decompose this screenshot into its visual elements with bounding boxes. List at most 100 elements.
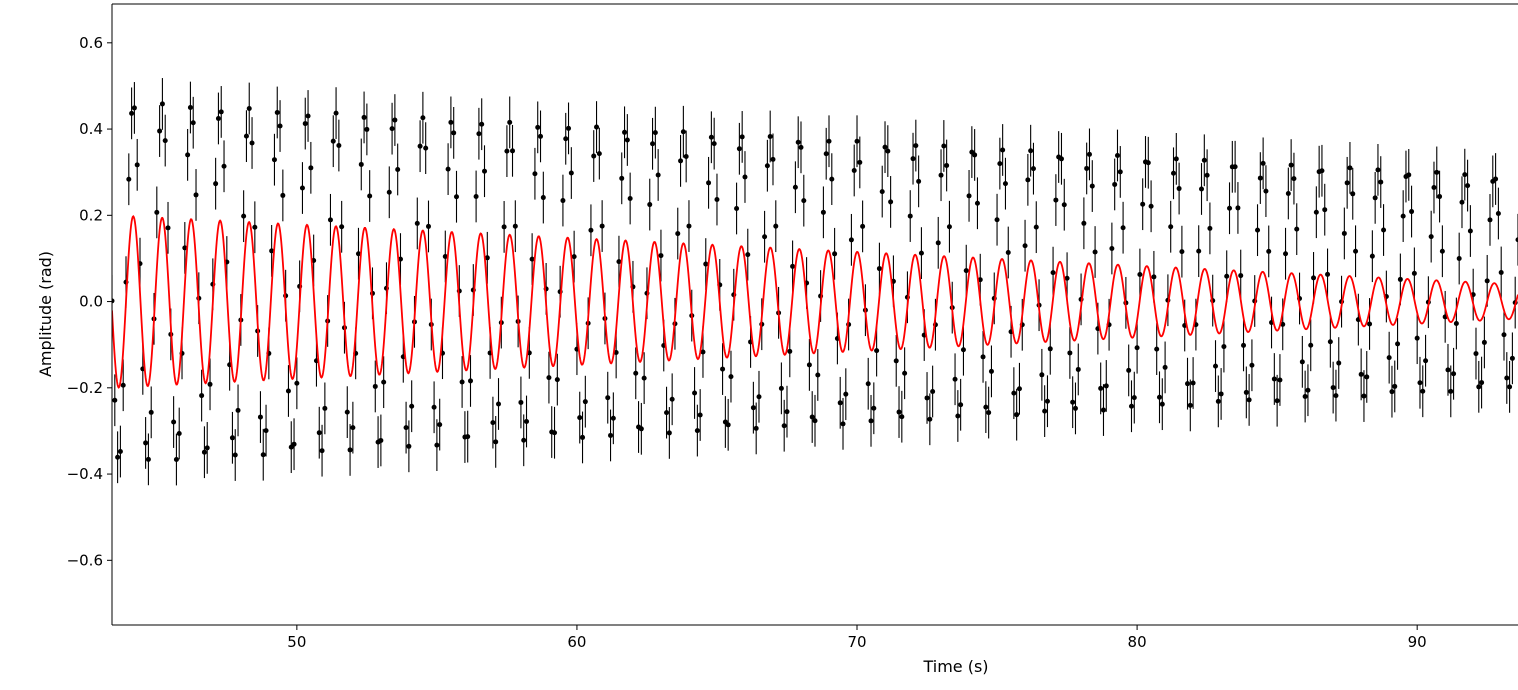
data-point	[958, 402, 964, 408]
data-point	[801, 198, 807, 204]
data-point	[274, 109, 280, 115]
data-point	[1081, 220, 1087, 226]
data-point	[235, 407, 241, 413]
data-point	[1288, 162, 1294, 168]
data-point	[599, 223, 605, 229]
data-point	[414, 220, 420, 226]
data-point	[823, 151, 829, 157]
data-point	[756, 394, 762, 400]
data-point	[851, 167, 857, 173]
data-point	[131, 105, 137, 111]
data-point	[647, 202, 653, 208]
data-point	[711, 141, 717, 147]
data-point	[1325, 271, 1331, 277]
data-point	[1280, 321, 1286, 327]
data-point	[944, 163, 950, 169]
data-point	[1481, 339, 1487, 345]
data-point	[1016, 386, 1022, 392]
data-point	[1064, 275, 1070, 281]
data-point	[257, 414, 263, 420]
data-point	[829, 176, 835, 182]
data-point	[577, 415, 583, 421]
data-point	[1103, 383, 1109, 389]
data-point	[935, 240, 941, 246]
data-point	[902, 370, 908, 376]
data-point	[392, 117, 398, 123]
data-point	[1086, 151, 1092, 157]
data-point	[291, 441, 297, 447]
data-point	[1473, 351, 1479, 357]
data-point	[655, 172, 661, 178]
data-point	[792, 184, 798, 190]
data-point	[232, 452, 238, 458]
data-point	[1047, 346, 1053, 352]
data-point	[1378, 179, 1384, 185]
data-point	[1369, 253, 1375, 259]
data-point	[171, 419, 177, 425]
data-point	[1406, 172, 1412, 178]
data-point	[434, 442, 440, 448]
data-point	[1053, 197, 1059, 203]
data-point	[1033, 224, 1039, 230]
data-point	[1453, 320, 1459, 326]
data-point	[826, 138, 832, 144]
data-point	[784, 409, 790, 415]
data-point	[277, 123, 283, 129]
data-point	[963, 268, 969, 274]
x-tick-label: 70	[847, 633, 866, 651]
data-point	[728, 374, 734, 380]
data-point	[910, 156, 916, 162]
data-point	[1227, 205, 1233, 211]
data-point	[512, 223, 518, 229]
data-point	[1117, 169, 1123, 175]
data-point	[1302, 394, 1308, 400]
data-point	[148, 409, 154, 415]
data-point	[1476, 384, 1482, 390]
data-point	[680, 129, 686, 135]
data-point	[1361, 393, 1367, 399]
data-point	[610, 415, 616, 421]
data-point	[431, 404, 437, 410]
data-point	[1173, 156, 1179, 162]
data-point	[619, 175, 625, 181]
data-point	[596, 151, 602, 157]
data-point	[633, 370, 639, 376]
data-point	[218, 109, 224, 115]
data-point	[1260, 160, 1266, 166]
data-point	[955, 413, 961, 419]
data-point	[1022, 243, 1028, 249]
data-point	[493, 439, 499, 445]
data-point	[1131, 395, 1137, 401]
data-point	[1084, 165, 1090, 171]
data-point	[1185, 381, 1191, 387]
x-axis-label: Time (s)	[922, 657, 988, 676]
data-point	[1246, 397, 1252, 403]
data-point	[997, 161, 1003, 167]
data-point	[1162, 364, 1168, 370]
data-point	[1313, 209, 1319, 215]
data-point	[1221, 344, 1227, 350]
data-point	[1075, 366, 1081, 372]
data-point	[714, 197, 720, 203]
data-point	[664, 410, 670, 416]
data-point	[843, 391, 849, 397]
data-point	[535, 124, 541, 130]
data-point	[187, 105, 193, 111]
data-point	[1061, 202, 1067, 208]
data-point	[795, 139, 801, 145]
data-point	[1213, 363, 1219, 369]
data-point	[1308, 342, 1314, 348]
data-point	[159, 101, 165, 107]
data-point	[199, 393, 205, 399]
data-point	[1002, 181, 1008, 187]
data-point	[1294, 226, 1300, 232]
data-point	[1409, 209, 1415, 215]
data-point	[1201, 157, 1207, 163]
data-point	[185, 152, 191, 158]
data-point	[1336, 360, 1342, 366]
data-point	[134, 162, 140, 168]
data-point	[1507, 384, 1513, 390]
data-point	[476, 131, 482, 137]
data-point	[888, 199, 894, 205]
data-point	[1504, 375, 1510, 381]
